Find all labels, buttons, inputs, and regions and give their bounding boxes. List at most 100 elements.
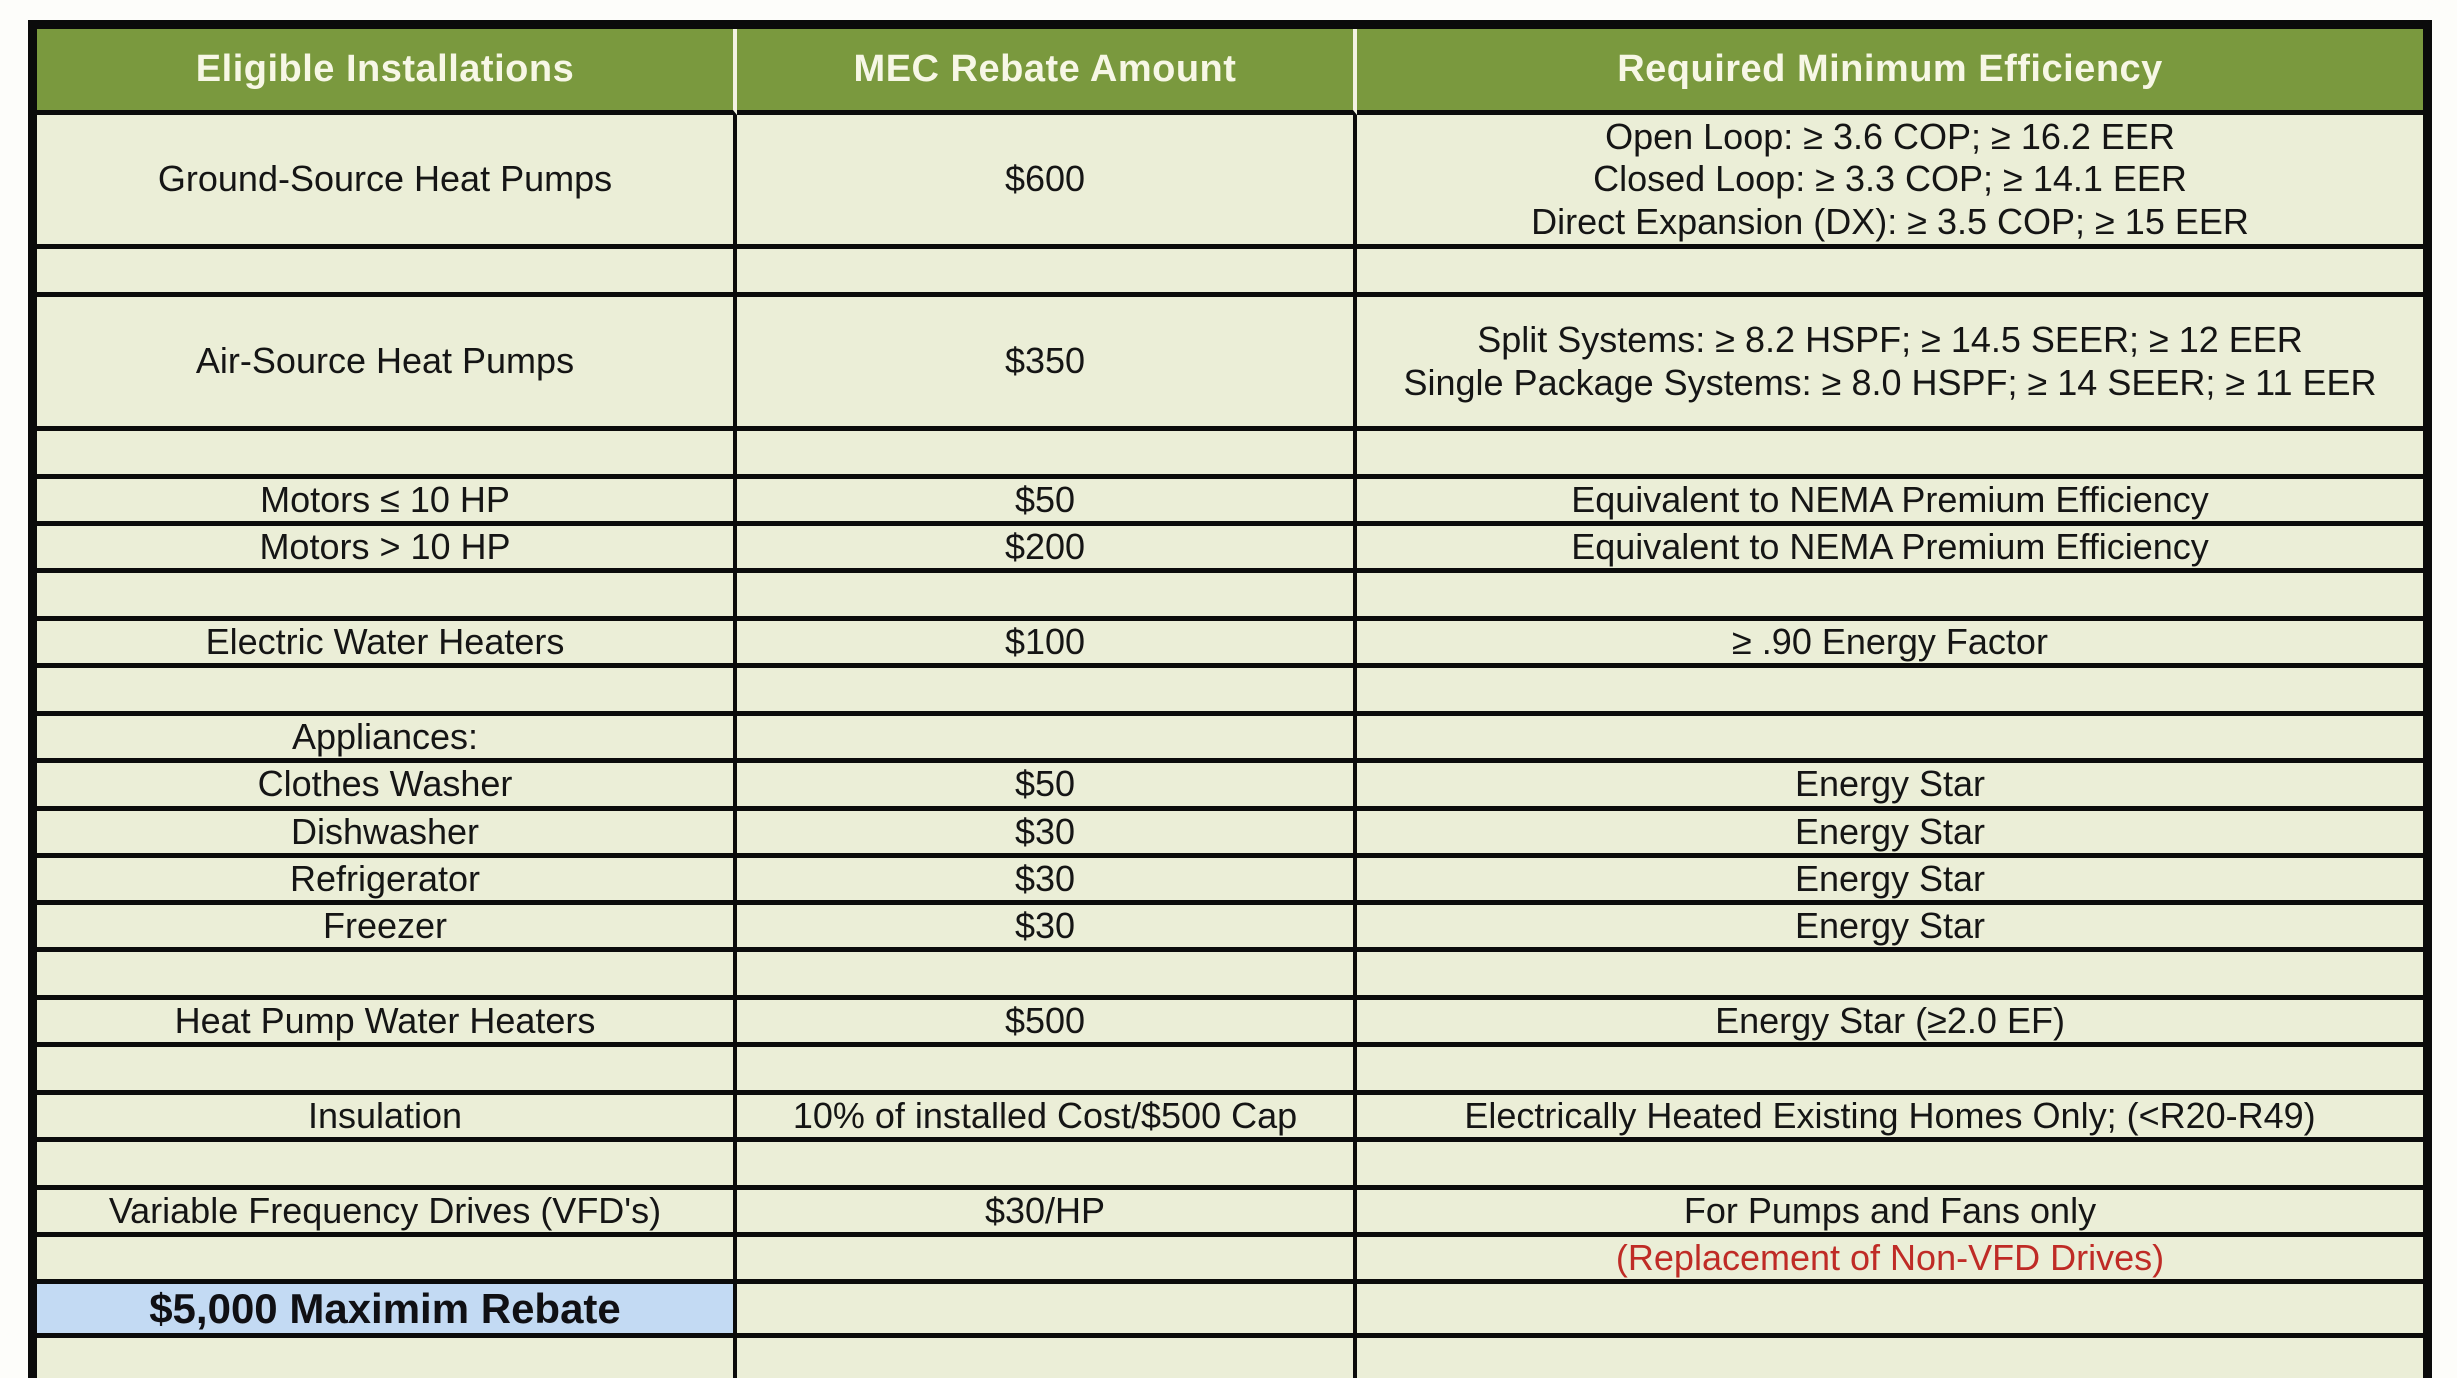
cell-rebate — [737, 716, 1357, 764]
cell-installation: Dishwasher — [37, 810, 737, 858]
table-row: Freezer $30 Energy Star — [37, 904, 2423, 952]
cell-efficiency — [1357, 1047, 2423, 1095]
cell-installation — [37, 1142, 737, 1191]
table-row: Clothes Washer $50 Energy Star — [37, 763, 2423, 811]
table-row: Heat Pump Water Heaters $500 Energy Star (… — [37, 999, 2423, 1047]
spacer-row — [37, 249, 2423, 297]
cell-rebate — [737, 431, 1357, 479]
cell-installation: Motors > 10 HP — [37, 526, 737, 574]
cell-efficiency: Energy Star — [1357, 905, 2423, 952]
cell-rebate: $500 — [737, 999, 1357, 1047]
spacer-row — [37, 431, 2423, 479]
cell-installation — [37, 951, 737, 1000]
cell-rebate — [737, 1284, 1357, 1339]
cell-rebate — [737, 1142, 1357, 1191]
cell-efficiency — [1357, 1338, 2423, 1378]
table-row: Motors > 10 HP $200 Equivalent to NEMA Pre… — [37, 526, 2423, 574]
cell-installation: Motors ≤ 10 HP — [37, 479, 737, 527]
cell-efficiency: For Pumps and Fans only — [1357, 1190, 2423, 1238]
cell-efficiency: (Replacement of Non-VFD Drives) — [1357, 1237, 2423, 1285]
cell-efficiency — [1357, 573, 2423, 622]
cell-installation: Ground-Source Heat Pumps — [37, 115, 737, 249]
cell-installation — [37, 1237, 737, 1285]
spacer-row — [37, 1338, 2423, 1378]
cell-rebate: $30 — [737, 904, 1357, 952]
cell-rebate: $100 — [737, 621, 1357, 669]
cell-efficiency — [1357, 249, 2423, 297]
table-row: $5,000 Maximim Rebate — [37, 1284, 2423, 1339]
cell-efficiency: Energy Star — [1357, 763, 2423, 811]
cell-rebate: $30 — [737, 810, 1357, 858]
table-row: Refrigerator $30 Energy Star — [37, 857, 2423, 905]
cell-installation — [37, 1338, 737, 1378]
efficiency-line: Split Systems: ≥ 8.2 HSPF; ≥ 14.5 SEER; … — [1477, 319, 2303, 361]
table-row: Electric Water Heaters $100 ≥ .90 Energy F… — [37, 621, 2423, 669]
cell-efficiency: Open Loop: ≥ 3.6 COP; ≥ 16.2 EER Closed L… — [1357, 115, 2423, 249]
cell-rebate: 10% of installed Cost/$500 Cap — [737, 1094, 1357, 1143]
table-row: Air-Source Heat Pumps $350 Split Systems: … — [37, 297, 2423, 431]
cell-rebate: $30 — [737, 857, 1357, 905]
cell-efficiency: Equivalent to NEMA Premium Efficiency — [1357, 479, 2423, 527]
cell-rebate — [737, 1338, 1357, 1378]
cell-rebate — [737, 1046, 1357, 1095]
cell-installation: Freezer — [37, 904, 737, 952]
cell-efficiency: Energy Star (≥2.0 EF) — [1357, 1000, 2423, 1047]
cell-rebate — [737, 573, 1357, 622]
efficiency-line: Closed Loop: ≥ 3.3 COP; ≥ 14.1 EER — [1593, 158, 2187, 200]
efficiency-line: Direct Expansion (DX): ≥ 3.5 COP; ≥ 15 E… — [1531, 200, 2249, 242]
cell-rebate — [737, 951, 1357, 1000]
header-required-minimum-efficiency: Required Minimum Efficiency — [1357, 29, 2423, 115]
efficiency-line: Open Loop: ≥ 3.6 COP; ≥ 16.2 EER — [1605, 116, 2175, 158]
rebate-table: Eligible Installations MEC Rebate Amount… — [28, 20, 2432, 1378]
header-row: Eligible Installations MEC Rebate Amount… — [37, 29, 2423, 115]
cell-installation — [37, 1046, 737, 1095]
cell-rebate: $50 — [737, 479, 1357, 527]
cell-rebate: $30/HP — [737, 1190, 1357, 1238]
cell-rebate: $200 — [737, 526, 1357, 574]
spacer-row — [37, 1142, 2423, 1191]
cell-installation: Air-Source Heat Pumps — [37, 297, 737, 431]
header-mec-rebate-amount: MEC Rebate Amount — [737, 29, 1357, 115]
cell-efficiency — [1357, 431, 2423, 479]
table-row: (Replacement of Non-VFD Drives) — [37, 1237, 2423, 1285]
cell-efficiency — [1357, 668, 2423, 717]
cell-rebate: $350 — [737, 297, 1357, 431]
cell-efficiency — [1357, 952, 2423, 1000]
cell-efficiency: ≥ .90 Energy Factor — [1357, 621, 2423, 669]
cell-efficiency — [1357, 1142, 2423, 1191]
efficiency-line: Single Package Systems: ≥ 8.0 HSPF; ≥ 14… — [1403, 361, 2377, 403]
table-row: Motors ≤ 10 HP $50 Equivalent to NEMA Prem… — [37, 479, 2423, 527]
cell-rebate — [737, 249, 1357, 297]
cell-installation: $5,000 Maximim Rebate — [37, 1284, 737, 1339]
spacer-row — [37, 573, 2423, 622]
table-row: Variable Frequency Drives (VFD's) $30/HP F… — [37, 1190, 2423, 1238]
cell-efficiency: Energy Star — [1357, 858, 2423, 905]
cell-efficiency: Electrically Heated Existing Homes Only;… — [1357, 1095, 2423, 1143]
cell-rebate: $600 — [737, 115, 1357, 249]
cell-efficiency — [1357, 1284, 2423, 1339]
header-eligible-installations: Eligible Installations — [37, 29, 737, 115]
cell-installation — [37, 573, 737, 622]
cell-installation: Appliances: — [37, 716, 737, 764]
cell-efficiency — [1357, 716, 2423, 764]
cell-installation — [37, 431, 737, 479]
cell-rebate — [737, 668, 1357, 717]
spacer-row — [37, 668, 2423, 717]
table-row: Dishwasher $30 Energy Star — [37, 810, 2423, 858]
table-row: Appliances: — [37, 716, 2423, 764]
cell-efficiency: Energy Star — [1357, 811, 2423, 858]
table-row: Insulation 10% of installed Cost/$500 Cap… — [37, 1094, 2423, 1143]
cell-rebate: $50 — [737, 763, 1357, 811]
table-header: Eligible Installations MEC Rebate Amount… — [37, 29, 2423, 115]
cell-installation — [37, 668, 737, 717]
cell-installation: Insulation — [37, 1094, 737, 1143]
cell-installation: Variable Frequency Drives (VFD's) — [37, 1190, 737, 1238]
spacer-row — [37, 951, 2423, 1000]
cell-installation: Electric Water Heaters — [37, 621, 737, 669]
cell-installation: Clothes Washer — [37, 763, 737, 811]
cell-rebate — [737, 1237, 1357, 1285]
cell-efficiency: Split Systems: ≥ 8.2 HSPF; ≥ 14.5 SEER; … — [1357, 297, 2423, 431]
spacer-row — [37, 1046, 2423, 1095]
cell-installation: Refrigerator — [37, 857, 737, 905]
